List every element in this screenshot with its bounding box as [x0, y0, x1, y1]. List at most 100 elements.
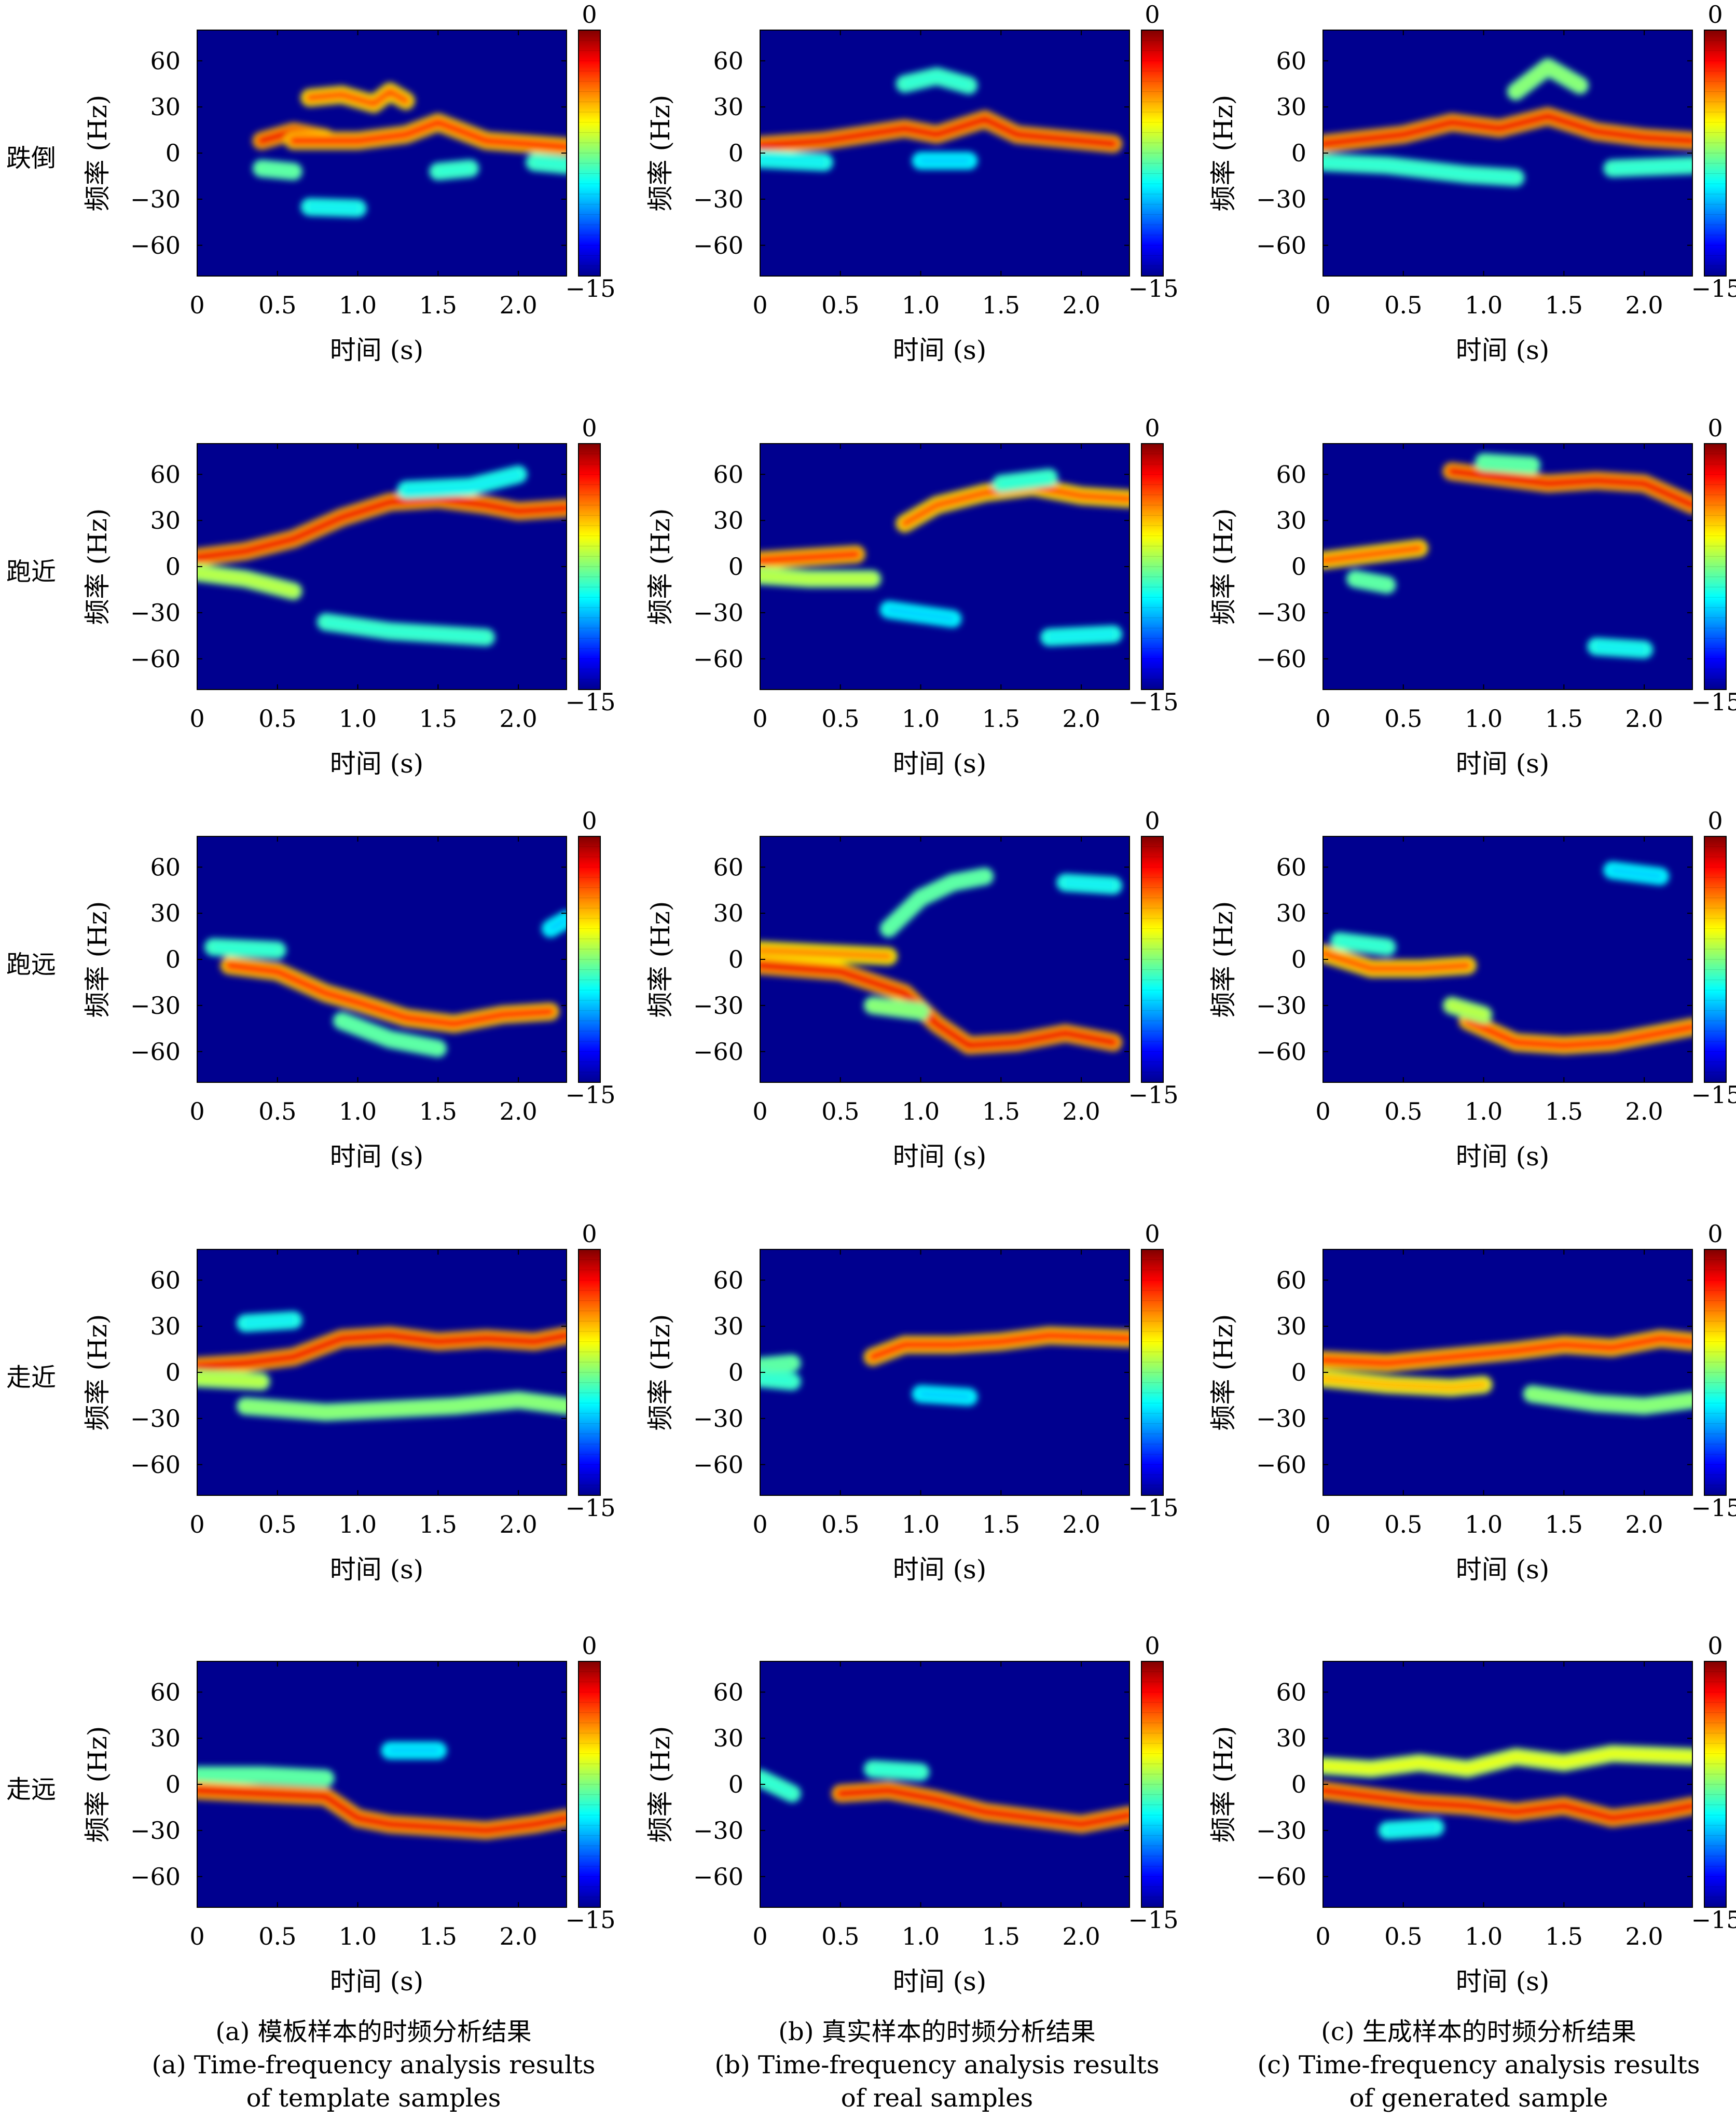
colorbar: 0 −15: [1691, 414, 1736, 716]
x-tick-label: 2.0: [1625, 705, 1663, 733]
spectrogram-track-core: [435, 166, 473, 174]
x-tick-label: 1.5: [982, 1097, 1020, 1125]
x-tick-label: 1.5: [1545, 291, 1583, 319]
x-tick-label: 2.0: [1625, 291, 1663, 319]
colorbar: 0 −15: [1691, 807, 1736, 1109]
spectrogram-track-core: [1046, 631, 1116, 640]
spectrogram-track-core: [1449, 1003, 1486, 1017]
spectrogram-track-core: [1465, 1019, 1692, 1048]
x-tick-label: 0.5: [821, 705, 859, 733]
spectrogram-track-core: [197, 1788, 567, 1833]
x-tick-label: 0.5: [258, 291, 296, 319]
x-tick-label: 2.0: [1063, 1510, 1100, 1538]
colorbar-min-label: −15: [565, 1906, 615, 1934]
x-axis-label: 时间 (s): [893, 1966, 987, 1997]
y-tick-label: 0: [1291, 1770, 1306, 1798]
x-tick-label: 1.0: [339, 1922, 377, 1950]
colorbar-min-label: −15: [565, 274, 615, 302]
colorbar-max-label: 0: [1707, 1220, 1723, 1248]
spectrogram-panel-r0-c2: 0 0.5 1.0 1.5 2.0 60 30 0 −30 −60 时间 (s) 频率 (Hz) 0 −1…: [1208, 1, 1736, 365]
x-tick-label: 1.0: [339, 1097, 377, 1125]
colorbar-min-label: −15: [1691, 688, 1736, 716]
spectrogram-track-core: [1481, 460, 1534, 467]
x-tick-label: 1.0: [1465, 291, 1503, 319]
y-tick-label: 60: [1276, 853, 1306, 881]
y-tick-label: 0: [1291, 1358, 1306, 1386]
plot-background: [760, 444, 1129, 690]
y-tick-label: 30: [150, 506, 181, 534]
x-axis-label: 时间 (s): [893, 1141, 987, 1172]
colorbar-max-label: 0: [1707, 1, 1723, 29]
x-tick-label: 1.5: [982, 705, 1020, 733]
y-tick-label: 60: [1276, 460, 1306, 488]
spectrogram-panel-r2-c0: 0 0.5 1.0 1.5 2.0 60 30 0 −30 −60 时间 (s) 频率 (Hz) 0 −1…: [82, 807, 616, 1172]
x-tick-label: 0.5: [821, 1510, 859, 1538]
spectrogram-track-core: [197, 1333, 567, 1369]
y-tick-label: 30: [1276, 1312, 1306, 1340]
colorbar-max-label: 0: [1707, 1632, 1723, 1660]
y-tick-label: 30: [713, 506, 743, 534]
colorbar-gradient: [1141, 443, 1164, 690]
x-tick-label: 1.0: [902, 705, 940, 733]
y-axis-label: 频率 (Hz): [1208, 1314, 1238, 1431]
y-axis-label: 频率 (Hz): [82, 95, 113, 212]
spectrogram-track-core: [1529, 1392, 1692, 1409]
y-tick-label: 0: [728, 139, 743, 167]
x-tick-label: 0: [1315, 291, 1330, 319]
x-tick-label: 0.5: [258, 1510, 296, 1538]
spectrogram-panel-r1-c1: 0 0.5 1.0 1.5 2.0 60 30 0 −30 −60 时间 (s) 频率 (Hz) 0 −1…: [645, 414, 1179, 779]
y-tick-label: 30: [150, 1724, 181, 1752]
colorbar-gradient: [578, 1661, 601, 1908]
spectrogram-track-core: [870, 1766, 924, 1774]
x-tick-label: 1.0: [1465, 1097, 1503, 1125]
spectrogram-track-core: [870, 1003, 924, 1014]
colorbar-min-label: −15: [1691, 1081, 1736, 1109]
y-tick-label: 30: [150, 93, 181, 121]
spectrogram-panel-r4-c0: 0 0.5 1.0 1.5 2.0 60 30 0 −30 −60 时间 (s) 频率 (Hz) 0 −1…: [82, 1632, 616, 1997]
spectrogram-track-core: [1385, 1825, 1438, 1833]
spectrogram-track-core: [211, 944, 280, 953]
x-tick-label: 1.5: [419, 1510, 457, 1538]
y-tick-label: −60: [693, 1451, 743, 1479]
colorbar-gradient: [1141, 1661, 1164, 1908]
spectrogram-track-core: [243, 1397, 567, 1415]
colorbar-max-label: 0: [1145, 1632, 1160, 1660]
x-tick-label: 2.0: [1063, 1922, 1100, 1950]
x-tick-label: 0.5: [258, 1097, 296, 1125]
y-tick-label: 0: [728, 945, 743, 973]
spectrogram-track-core: [227, 963, 553, 1026]
x-tick-label: 1.0: [1465, 705, 1503, 733]
y-tick-label: 0: [728, 1770, 743, 1798]
spectrogram-track-core: [1609, 163, 1692, 171]
spectrogram-track-core: [760, 573, 875, 582]
x-axis-label: 时间 (s): [330, 1966, 424, 1997]
y-tick-label: 60: [713, 47, 743, 75]
y-tick-label: −60: [1256, 1451, 1306, 1479]
x-axis-label: 时间 (s): [330, 749, 424, 779]
plot-background: [1323, 1249, 1692, 1495]
y-axis-label: 频率 (Hz): [1208, 508, 1238, 625]
x-tick-label: 0.5: [821, 1097, 859, 1125]
spectrogram-track-core: [1449, 469, 1692, 507]
plot-background: [1323, 1661, 1692, 1907]
colorbar-min-label: −15: [1128, 274, 1178, 302]
spectrogram-track-core: [403, 472, 521, 492]
plot-background: [760, 1661, 1129, 1907]
x-axis-label: 时间 (s): [330, 1141, 424, 1172]
x-tick-label: 0: [189, 1097, 204, 1125]
y-axis-label: 频率 (Hz): [82, 508, 113, 625]
spectrogram-track-core: [886, 607, 955, 622]
x-tick-label: 1.5: [419, 1097, 457, 1125]
x-tick-label: 1.0: [339, 291, 377, 319]
colorbar: 0 −15: [565, 414, 615, 716]
y-tick-label: 0: [166, 945, 181, 973]
x-tick-label: 1.5: [419, 291, 457, 319]
y-tick-label: 60: [713, 1266, 743, 1294]
x-tick-label: 0.5: [1384, 1922, 1422, 1950]
y-tick-label: 0: [166, 1358, 181, 1386]
caption-b: (b) 真实样本的时频分析结果 (b) Time-frequency analy…: [683, 2015, 1191, 2115]
caption-c-en1: (c) Time-frequency analysis results: [1257, 2051, 1700, 2080]
x-tick-label: 1.5: [982, 1510, 1020, 1538]
spectrogram-track-core: [760, 1360, 795, 1369]
